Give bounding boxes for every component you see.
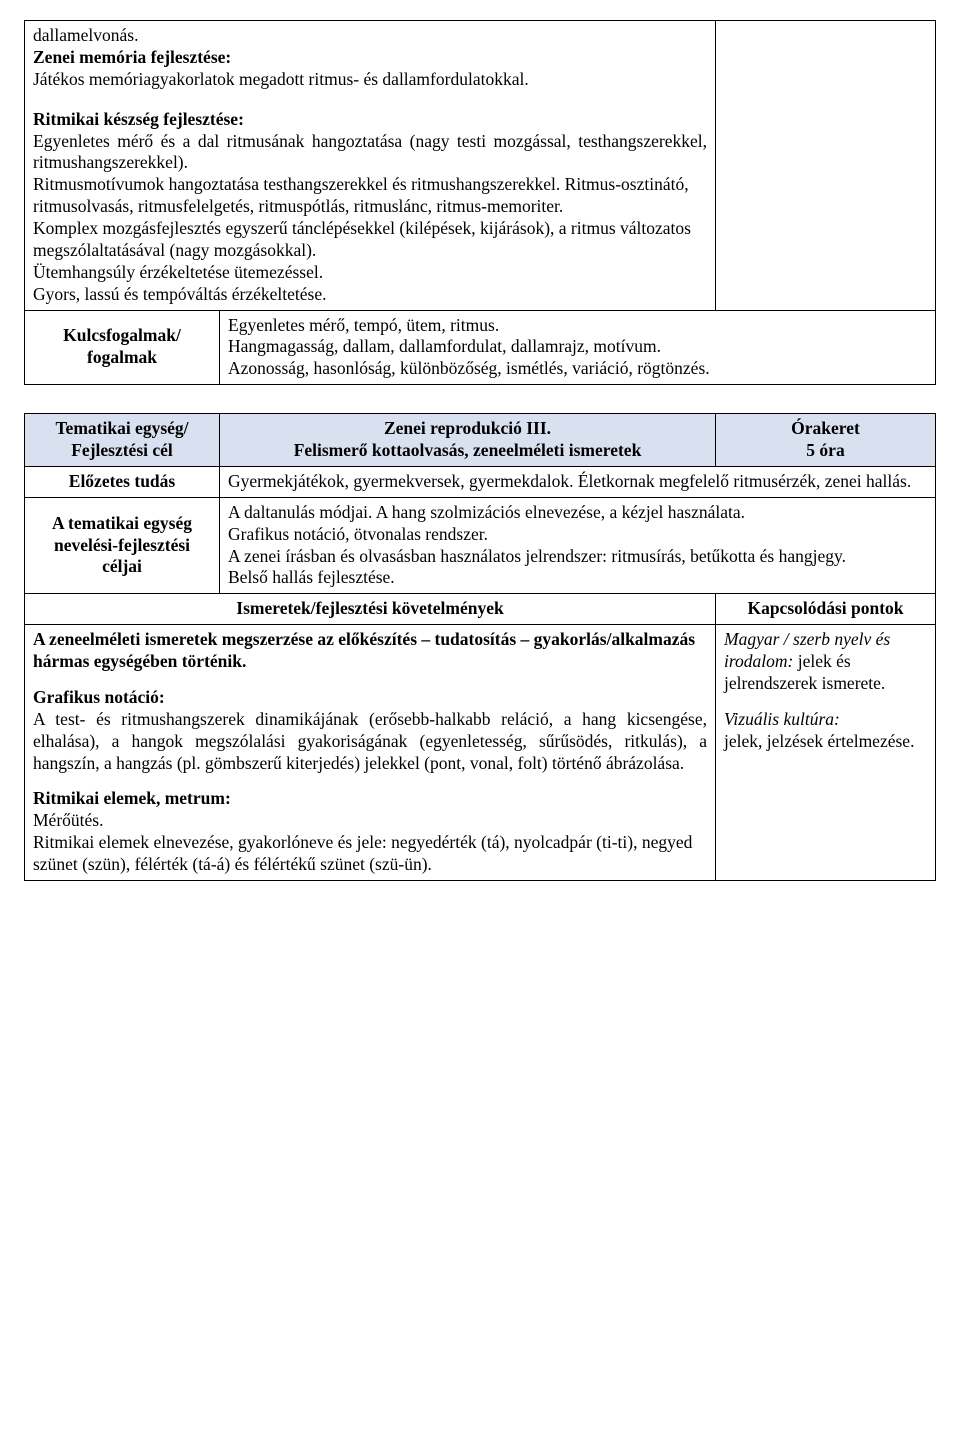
table-row: Tematikai egység/ Fejlesztési cél Zenei … bbox=[25, 414, 936, 467]
table-row: Előzetes tudás Gyermekjátékok, gyermekve… bbox=[25, 466, 936, 497]
goal-line: Belső hallás fejlesztése. bbox=[228, 567, 927, 589]
section-heading: Ritmikai elemek, metrum: bbox=[33, 788, 707, 810]
section-body: Ritmikai elemek elnevezése, gyakorlóneve… bbox=[33, 832, 707, 876]
table-row: A tematikai egység nevelési-fejlesztési … bbox=[25, 497, 936, 594]
spacer bbox=[33, 91, 707, 109]
table-reproduction-iii: Tematikai egység/ Fejlesztési cél Zenei … bbox=[24, 413, 936, 881]
row-label: Kulcsfogalmak/ fogalmak bbox=[25, 310, 220, 385]
concept-line: Azonosság, hasonlóság, különbözőség, ism… bbox=[228, 358, 927, 380]
section-heading: Ritmikai készség fejlesztése: bbox=[33, 109, 707, 131]
header-middle: Zenei reprodukció III. Felismerő kottaol… bbox=[220, 414, 716, 467]
section-heading: A zeneelméleti ismeretek megszerzése az … bbox=[33, 629, 707, 673]
table-row: Ismeretek/fejlesztési követelmények Kapc… bbox=[25, 594, 936, 625]
related-text: jelek, jelzések értelmezése. bbox=[724, 731, 927, 753]
section-heading: Zenei memória fejlesztése: bbox=[33, 47, 707, 69]
content-cell: dallamelvonás. Zenei memória fejlesztése… bbox=[25, 21, 716, 311]
spacer bbox=[33, 673, 707, 687]
subheader-left: Ismeretek/fejlesztési követelmények bbox=[25, 594, 716, 625]
related-label: Vizuális kultúra: bbox=[724, 709, 840, 729]
header-left: Tematikai egység/ Fejlesztési cél bbox=[25, 414, 220, 467]
header-line: 5 óra bbox=[724, 440, 927, 462]
content-cell: A zeneelméleti ismeretek megszerzése az … bbox=[25, 625, 716, 881]
goal-line: A zenei írásban és olvasásban használato… bbox=[228, 546, 927, 568]
section-body: Mérőütés. bbox=[33, 810, 707, 832]
section-body: A test- és ritmushangszerek dinamikájána… bbox=[33, 709, 707, 775]
intro-text: dallamelvonás. bbox=[33, 25, 707, 47]
spacer bbox=[724, 695, 927, 709]
table-memory-rhythm: dallamelvonás. Zenei memória fejlesztése… bbox=[24, 20, 936, 385]
table-row: dallamelvonás. Zenei memória fejlesztése… bbox=[25, 21, 936, 311]
subheader-right: Kapcsolódási pontok bbox=[716, 594, 936, 625]
section-body: Gyors, lassú és tempóváltás érzékeltetés… bbox=[33, 284, 707, 306]
section-body: Egyenletes mérő és a dal ritmusának hang… bbox=[33, 131, 707, 175]
empty-cell bbox=[716, 21, 936, 311]
section-heading: Grafikus notáció: bbox=[33, 687, 707, 709]
content-cell: Gyermekjátékok, gyermekversek, gyermekda… bbox=[220, 466, 936, 497]
related-item: Vizuális kultúra: jelek, jelzések értelm… bbox=[724, 709, 927, 753]
row-label: A tematikai egység nevelési-fejlesztési … bbox=[25, 497, 220, 594]
row-label: Előzetes tudás bbox=[25, 466, 220, 497]
table-row: Kulcsfogalmak/ fogalmak Egyenletes mérő,… bbox=[25, 310, 936, 385]
section-body: Játékos memóriagyakorlatok megadott ritm… bbox=[33, 69, 707, 91]
header-line: Felismerő kottaolvasás, zeneelméleti ism… bbox=[228, 440, 707, 462]
header-line: Zenei reprodukció III. bbox=[228, 418, 707, 440]
concept-line: Hangmagasság, dallam, dallamfordulat, da… bbox=[228, 336, 927, 358]
goal-line: A daltanulás módjai. A hang szolmizációs… bbox=[228, 502, 927, 524]
related-item: Magyar / szerb nyelv és irodalom: jelek … bbox=[724, 629, 927, 695]
spacer bbox=[33, 774, 707, 788]
goal-line: Grafikus notáció, ötvonalas rendszer. bbox=[228, 524, 927, 546]
concept-line: Egyenletes mérő, tempó, ütem, ritmus. bbox=[228, 315, 927, 337]
content-cell: Egyenletes mérő, tempó, ütem, ritmus. Ha… bbox=[220, 310, 936, 385]
section-body: Komplex mozgásfejlesztés egyszerű tánclé… bbox=[33, 218, 707, 262]
content-cell: A daltanulás módjai. A hang szolmizációs… bbox=[220, 497, 936, 594]
header-right: Órakeret 5 óra bbox=[716, 414, 936, 467]
section-body: Ritmusmotívumok hangoztatása testhangsze… bbox=[33, 174, 707, 218]
table-gap bbox=[24, 385, 936, 413]
header-line: Órakeret bbox=[724, 418, 927, 440]
related-cell: Magyar / szerb nyelv és irodalom: jelek … bbox=[716, 625, 936, 881]
table-row: A zeneelméleti ismeretek megszerzése az … bbox=[25, 625, 936, 881]
section-body: Ütemhangsúly érzékeltetése ütemezéssel. bbox=[33, 262, 707, 284]
